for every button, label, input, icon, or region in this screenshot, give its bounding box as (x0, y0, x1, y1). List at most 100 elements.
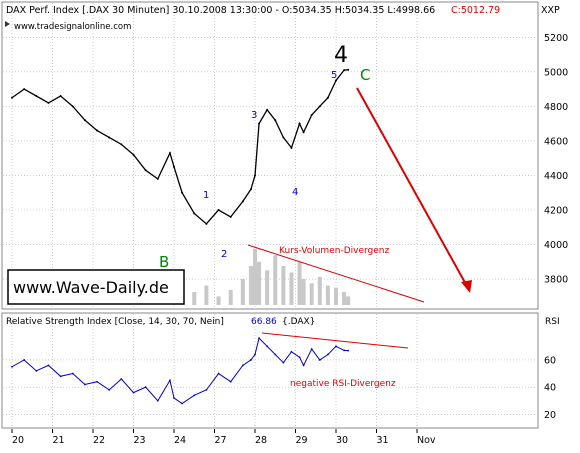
x-tick-label: 27 (215, 435, 227, 446)
rsi-point (282, 361, 285, 364)
price-point (83, 119, 86, 122)
rsi-point (258, 337, 260, 340)
subwave-label-3: 3 (251, 110, 257, 121)
rsi-point (96, 380, 98, 383)
rsi-point (343, 349, 345, 352)
rsi-point (132, 391, 135, 394)
rsi-symbol: {.DAX} (282, 317, 315, 327)
price-point (249, 188, 252, 191)
rsi-point (254, 353, 256, 356)
x-tick-label: 31 (377, 435, 389, 446)
symbol-label: XXP (541, 5, 560, 16)
rsi-point (181, 402, 184, 405)
y-axis-ticks: 3800 4000 4200 4400 4600 4800 5000 5200 20 40 60 (544, 33, 568, 421)
rsi-point (318, 359, 321, 361)
price-point (156, 177, 159, 180)
rsi-point (71, 372, 74, 375)
subwave-label-1: 1 (203, 190, 209, 201)
price-point (343, 69, 346, 72)
volume-bar (216, 296, 221, 305)
x-tick-label: 30 (336, 435, 348, 446)
rsi-point (23, 359, 26, 361)
rsi-point (108, 388, 111, 391)
volume-bar (289, 272, 294, 305)
x-tick-label: 20 (12, 435, 24, 446)
wave-label-c: C (360, 66, 370, 84)
price-panel-frame (1, 1, 539, 310)
volume-bar (325, 285, 330, 305)
rsi-point (310, 348, 313, 350)
price-point (205, 222, 208, 225)
price-line (11, 69, 349, 225)
price-point (120, 143, 123, 146)
rsi-point (347, 349, 350, 352)
watermark-text: www.Wave-Daily.de (13, 278, 169, 297)
rsi-y-tick-label: 20 (544, 410, 556, 421)
rsi-point (173, 397, 175, 399)
volume-divergence-label: Kurs-Volumen-Divergenz (279, 246, 389, 256)
price-point (282, 136, 285, 139)
volume-bar (253, 248, 257, 305)
source-label: www.tradesignalonline.com (14, 22, 131, 32)
rsi-divergence-line (261, 332, 409, 349)
price-point (347, 68, 350, 71)
price-point (241, 200, 244, 203)
x-tick-label: Nov (417, 435, 436, 446)
subwave-label-5: 5 (331, 70, 337, 81)
x-tick-label: 23 (134, 435, 146, 446)
price-grid (3, 3, 537, 308)
rsi-point (241, 364, 244, 367)
volume-bar (297, 261, 302, 305)
price-y-tick-label: 4800 (544, 102, 568, 113)
price-point (229, 215, 232, 218)
price-point (35, 95, 38, 97)
rsi-point (327, 353, 329, 356)
price-series (11, 68, 350, 225)
x-axis-ticks: 20 21 22 23 24 27 28 29 30 31 Nov (11, 429, 436, 446)
price-point (168, 152, 171, 154)
price-point (23, 88, 26, 91)
volume-bar (309, 283, 314, 305)
price-point (181, 191, 184, 194)
price-y-tick-label: 5000 (544, 67, 568, 78)
price-point (274, 119, 277, 122)
rsi-point (335, 345, 337, 348)
projection-arrow-line (356, 87, 469, 289)
price-y-tick-label: 4400 (544, 171, 568, 182)
volume-bar (228, 289, 233, 305)
volume-bar (342, 292, 347, 305)
price-point (318, 105, 321, 108)
price-point (302, 131, 305, 134)
price-point (298, 122, 301, 125)
rsi-point (298, 356, 301, 359)
rsi-series (11, 337, 350, 405)
volume-bar (346, 296, 351, 305)
rsi-point (35, 369, 38, 372)
rsi-y-tick-label: 60 (544, 355, 556, 366)
price-point (310, 114, 313, 116)
wave-label-b: B (159, 253, 169, 271)
projection-arrow-icon (461, 280, 472, 293)
close-value: C:5012.79 (451, 5, 500, 16)
price-point (47, 101, 50, 104)
volume-bar (265, 270, 270, 305)
rsi-point (290, 350, 293, 353)
rsi-point (84, 383, 86, 386)
x-tick-label: 29 (296, 435, 308, 446)
price-point (11, 96, 13, 99)
rsi-value: 66.86 (251, 317, 277, 327)
price-point (266, 108, 269, 111)
price-point (132, 153, 135, 156)
rsi-point (302, 364, 305, 367)
rsi-grid (3, 314, 537, 427)
chart-title: DAX Perf. Index [.DAX 30 Minuten] 30.10.… (6, 5, 435, 16)
rsi-point (59, 375, 62, 378)
price-y-tick-label: 4000 (544, 240, 568, 251)
volume-bar (301, 279, 306, 305)
price-point (59, 95, 62, 97)
price-y-tick-label: 4600 (544, 136, 568, 147)
price-point (108, 136, 111, 139)
volume-bar (281, 266, 286, 305)
rsi-point (274, 353, 277, 356)
